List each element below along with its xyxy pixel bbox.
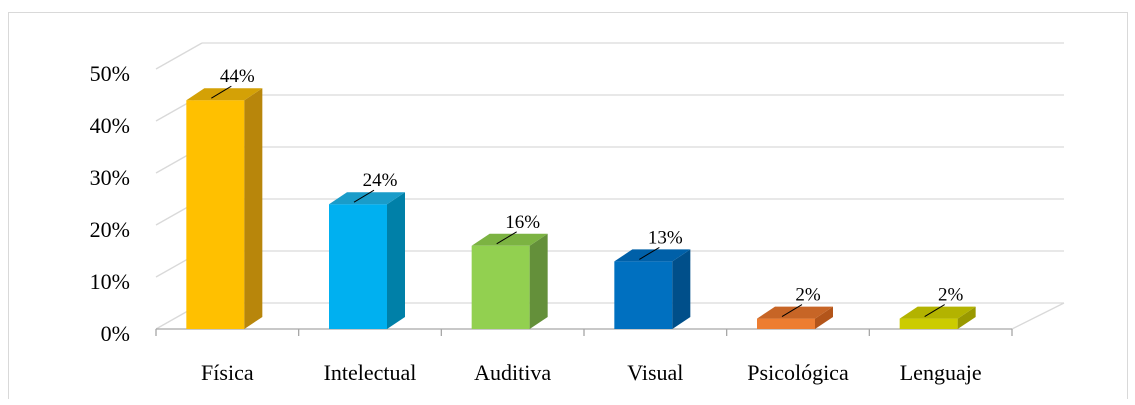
y-tick-label: 0% <box>101 321 130 346</box>
bar-top <box>614 249 691 262</box>
label-leader <box>353 189 375 203</box>
bar-lenguaje <box>899 306 976 329</box>
bar-top <box>186 88 263 101</box>
bars <box>186 88 976 329</box>
bar-side <box>672 249 691 329</box>
axes <box>155 328 1013 336</box>
bar-intelectual <box>329 192 405 329</box>
data-label: 2% <box>938 285 964 306</box>
y-tick-label: 10% <box>90 269 130 294</box>
label-leader <box>781 304 803 318</box>
category-label: Auditiva <box>474 360 551 385</box>
category-label: Física <box>201 360 254 385</box>
category-label: Intelectual <box>324 360 417 385</box>
category-label: Psicológica <box>747 360 849 385</box>
bar-front <box>757 318 815 329</box>
bar-side <box>529 233 548 329</box>
label-leader <box>639 246 660 260</box>
category-label: Visual <box>627 360 683 385</box>
category-label: Lenguaje <box>900 360 982 385</box>
gridlines <box>155 42 1065 330</box>
data-label: 24% <box>363 170 398 191</box>
bar-front <box>899 318 958 329</box>
bar-top <box>899 306 976 319</box>
bar-psicológica <box>757 306 833 329</box>
data-label: 16% <box>505 212 540 233</box>
bar-chart: 0% 10% 20% 30% 40% 50% 44% Física 24% Intelectual… <box>90 42 1065 385</box>
bar-front <box>186 100 245 329</box>
bar-front <box>471 245 530 329</box>
label-leader <box>924 304 945 318</box>
bar-front <box>329 204 387 329</box>
bar-side <box>244 88 263 329</box>
y-tick-label: 50% <box>90 61 130 86</box>
bar-física <box>186 88 263 329</box>
bar-side <box>387 192 405 329</box>
bar-side <box>815 306 833 329</box>
y-tick-label: 40% <box>90 113 130 138</box>
bar-visual <box>614 249 691 329</box>
bar-top <box>329 192 405 205</box>
bar-front <box>614 261 673 329</box>
y-tick-label: 30% <box>90 165 130 190</box>
data-label: 13% <box>648 227 683 248</box>
label-leader <box>211 85 232 99</box>
chart-container: 0% 10% 20% 30% 40% 50% 44% Física 24% Intelectual… <box>8 12 1128 399</box>
label-leader <box>496 231 517 245</box>
labels: 0% 10% 20% 30% 40% 50% 44% Física 24% Intelectual… <box>90 61 982 385</box>
bar-top <box>757 306 833 319</box>
bar-top <box>471 233 548 246</box>
gridline-side <box>155 42 203 70</box>
floor-edge <box>1011 302 1065 330</box>
y-tick-label: 20% <box>90 217 130 242</box>
data-label: 2% <box>795 285 821 306</box>
bar-auditiva <box>471 233 548 329</box>
bar-side <box>957 306 976 329</box>
data-label: 44% <box>220 66 255 87</box>
